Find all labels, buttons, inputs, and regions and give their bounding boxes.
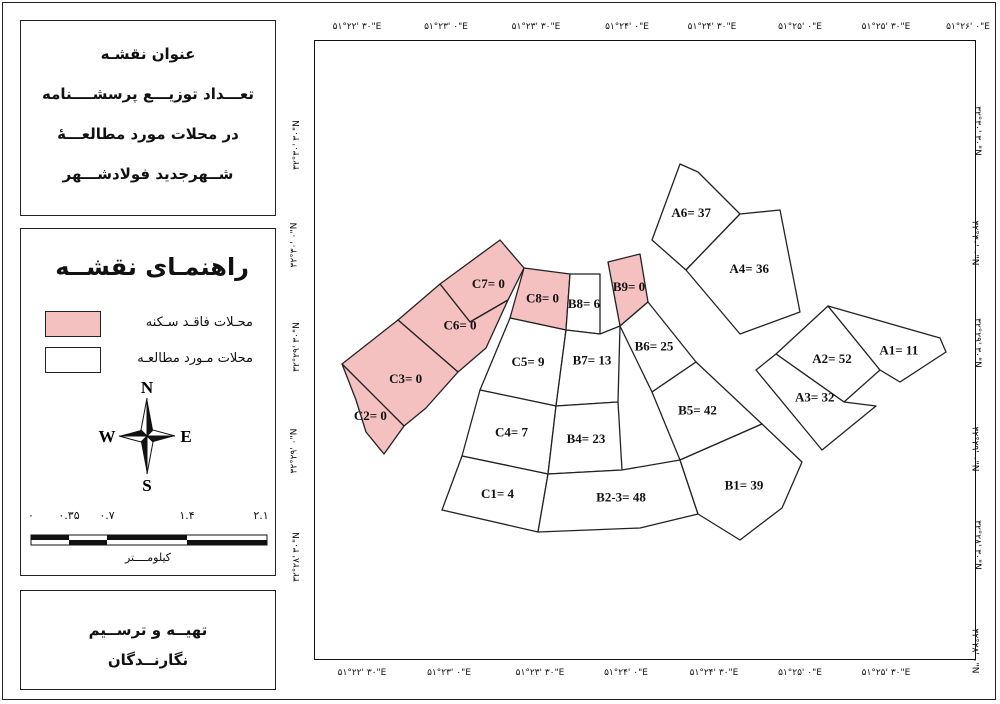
west-label: W xyxy=(99,427,116,446)
top-tick: ۵۱°۲۳' ۰"E xyxy=(424,22,468,32)
parcel-label-C8: C8= 0 xyxy=(526,291,559,306)
parcel-label-B8: B8= 6 xyxy=(568,296,601,311)
scale-label-3: ۱.۴ xyxy=(179,509,195,522)
parcel-label-B9: B9= 0 xyxy=(613,279,645,294)
top-tick: ۵۱°۲۲' ۳۰"E xyxy=(332,22,382,32)
parcel-B1 xyxy=(679,423,803,541)
parcel-label-C3: C3= 0 xyxy=(389,371,422,386)
map-title-box: عنوان نقشـه تعـــداد توزیـــع پرسشــــنا… xyxy=(20,20,276,216)
scale-label-2: ۰.۷ xyxy=(99,509,115,522)
title-line-2: تعـــداد توزیـــع پرسشــــنامه xyxy=(42,85,254,103)
parcel-A6 xyxy=(651,163,741,271)
parcel-label-A3: A3= 32 xyxy=(795,389,835,404)
south-label: S xyxy=(142,476,151,495)
credit-line-1: تهیــه و ترســیم xyxy=(88,621,208,639)
credit-line-2: نگارنــدگان xyxy=(107,651,189,669)
parcel-A3 xyxy=(755,353,877,451)
legend-label-unoccupied: محـلات فاقـد سـکنه xyxy=(145,315,253,330)
top-tick: ۵۱°۲۳' ۳۰"E xyxy=(511,22,561,32)
parcel-B7 xyxy=(555,325,621,407)
credit-box: تهیــه و ترســیم نگارنــدگان xyxy=(20,590,276,690)
title-line-4: شــهرجدید فولادشـــهر xyxy=(62,165,234,183)
legend-label-studied: محلات مـورد مطالعـه xyxy=(137,351,253,366)
north-arrow-icon: N S E W xyxy=(30,378,268,546)
bottom-tick: ۵۱°۲۲' ۳۰"E xyxy=(337,668,387,678)
parcel-label-C1: C1= 4 xyxy=(481,486,515,501)
parcel-label-B4: B4= 23 xyxy=(567,431,606,446)
top-tick: ۵۱°۲۶' ۰"E xyxy=(946,22,990,32)
parcel-label-A6: A6= 37 xyxy=(671,205,711,220)
parcel-C2 xyxy=(341,363,405,455)
parcel-label-A2: A2= 52 xyxy=(812,351,852,366)
legend-swatch-unoccupied xyxy=(45,311,101,337)
top-tick: ۵۱°۲۴' ۰"E xyxy=(605,22,649,32)
bottom-tick: ۵۱°۲۳' ۰"E xyxy=(427,668,471,678)
parcel-label-C4: C4= 7 xyxy=(495,425,529,440)
east-label: E xyxy=(180,427,191,446)
top-tick: ۵۱°۲۵' ۰"E xyxy=(778,22,822,32)
scale-label-0: ۰ xyxy=(28,509,34,522)
scale-label-4: ۲.۱ xyxy=(253,509,269,522)
bottom-tick: ۵۱°۲۴' ۰"E xyxy=(604,668,648,678)
scale-bar xyxy=(30,534,268,546)
parcel-label-A1: A1= 11 xyxy=(879,343,918,358)
title-line-1: عنوان نقشـه xyxy=(100,45,196,63)
top-tick: ۵۱°۲۵' ۳۰"E xyxy=(861,22,911,32)
parcel-label-C2: C2= 0 xyxy=(354,408,387,423)
parcel-label-C6: C6= 0 xyxy=(443,317,476,332)
parcel-label-B6: B6= 25 xyxy=(635,339,674,354)
parcel-label-B7: B7= 13 xyxy=(573,353,612,368)
legend-swatch-studied xyxy=(45,347,101,373)
parcel-label-C7: C7= 0 xyxy=(472,276,505,291)
scale-label-1: ۰.۳۵ xyxy=(58,509,80,522)
parcel-label-B5: B5= 42 xyxy=(678,403,717,418)
bottom-tick: ۵۱°۲۵' ۳۰"E xyxy=(861,668,911,678)
parcel-label-B1: B1= 39 xyxy=(725,478,764,493)
legend-heading: راهنمـای نقشــه xyxy=(55,253,249,281)
map-frame xyxy=(314,40,976,660)
parcel-label-C5: C5= 9 xyxy=(511,354,545,369)
parcel-label-A4: A4= 36 xyxy=(729,261,769,276)
parcel-label-B2-3: B2-3= 48 xyxy=(596,489,646,504)
bottom-tick: ۵۱°۲۳' ۳۰"E xyxy=(515,668,565,678)
legend-box: راهنمـای نقشــه محـلات فاقـد سـکنه محلات… xyxy=(20,228,276,576)
scale-unit: کیلومــــتر xyxy=(124,551,172,564)
top-tick: ۵۱°۲۴' ۳۰"E xyxy=(687,22,737,32)
bottom-tick: ۵۱°۲۵' ۰"E xyxy=(778,668,822,678)
parcel-A4 xyxy=(685,209,801,335)
parcel-A1 xyxy=(827,305,947,383)
bottom-tick: ۵۱°۲۴' ۳۰"E xyxy=(689,668,739,678)
north-label: N xyxy=(141,378,154,397)
title-line-3: در محلات مورد مطالعـــۀ xyxy=(57,125,239,143)
